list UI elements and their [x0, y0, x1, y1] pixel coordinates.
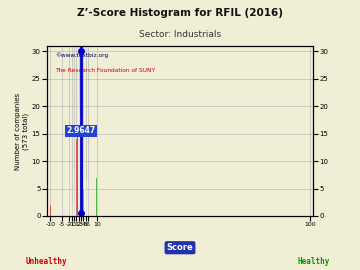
Text: The Research Foundation of SUNY: The Research Foundation of SUNY [55, 68, 155, 73]
Text: 2.9647: 2.9647 [66, 126, 95, 136]
Text: Unhealthy: Unhealthy [26, 257, 68, 266]
Text: Healthy: Healthy [297, 257, 329, 266]
Text: Z’-Score Histogram for RFIL (2016): Z’-Score Histogram for RFIL (2016) [77, 8, 283, 18]
Text: Sector: Industrials: Sector: Industrials [139, 30, 221, 39]
Y-axis label: Number of companies
(573 total): Number of companies (573 total) [15, 92, 29, 170]
Text: ©www.textbiz.org: ©www.textbiz.org [55, 53, 108, 58]
Text: Score: Score [167, 243, 193, 252]
